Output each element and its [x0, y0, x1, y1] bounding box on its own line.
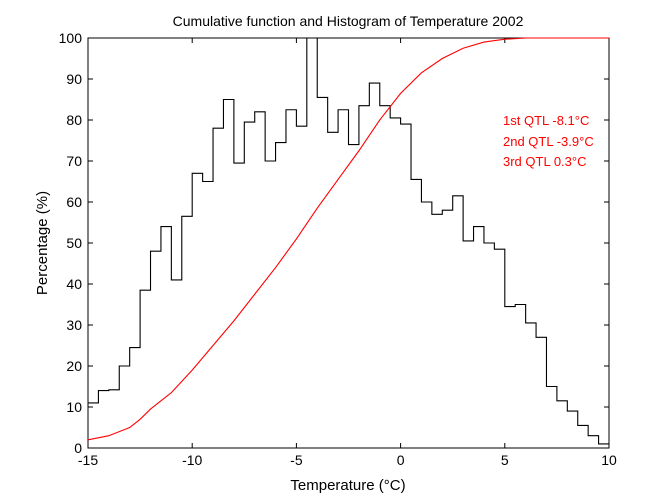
histogram-series	[88, 37, 609, 445]
quantile-annotations: 1st QTL -8.1°C 2nd QTL -3.9°C 3rd QTL 0.…	[503, 113, 594, 169]
x-axis-label: Temperature (°C)	[290, 477, 405, 494]
y-tick-label: 30	[66, 317, 82, 333]
x-tick-label: -5	[290, 452, 303, 468]
y-axis-label: Percentage (%)	[34, 191, 51, 295]
x-tick-label: 0	[397, 452, 405, 468]
x-tick-label: -15	[78, 452, 98, 468]
cumulative-series	[87, 37, 609, 441]
y-tick-label: 70	[66, 153, 82, 169]
x-tick-label: 5	[501, 452, 509, 468]
y-tick-label: 90	[66, 71, 82, 87]
y-tick-label: 50	[66, 235, 82, 251]
chart-title: Cumulative function and Histogram of Tem…	[173, 13, 524, 29]
axes-box	[87, 37, 610, 449]
y-tick-label: 100	[59, 30, 83, 46]
y-tick-label: 10	[66, 399, 82, 415]
annotation-q3: 3rd QTL 0.3°C	[503, 154, 586, 169]
y-tick-label: 60	[66, 194, 82, 210]
y-tick-label: 80	[66, 112, 82, 128]
x-tick-label: -10	[182, 452, 202, 468]
y-tick-label: 0	[74, 440, 82, 456]
y-tick-label: 40	[66, 276, 82, 292]
x-tick-label: 10	[601, 452, 617, 468]
y-tick-label: 20	[66, 358, 82, 374]
annotation-q1: 1st QTL -8.1°C	[503, 113, 589, 128]
annotation-q2: 2nd QTL -3.9°C	[503, 134, 594, 149]
